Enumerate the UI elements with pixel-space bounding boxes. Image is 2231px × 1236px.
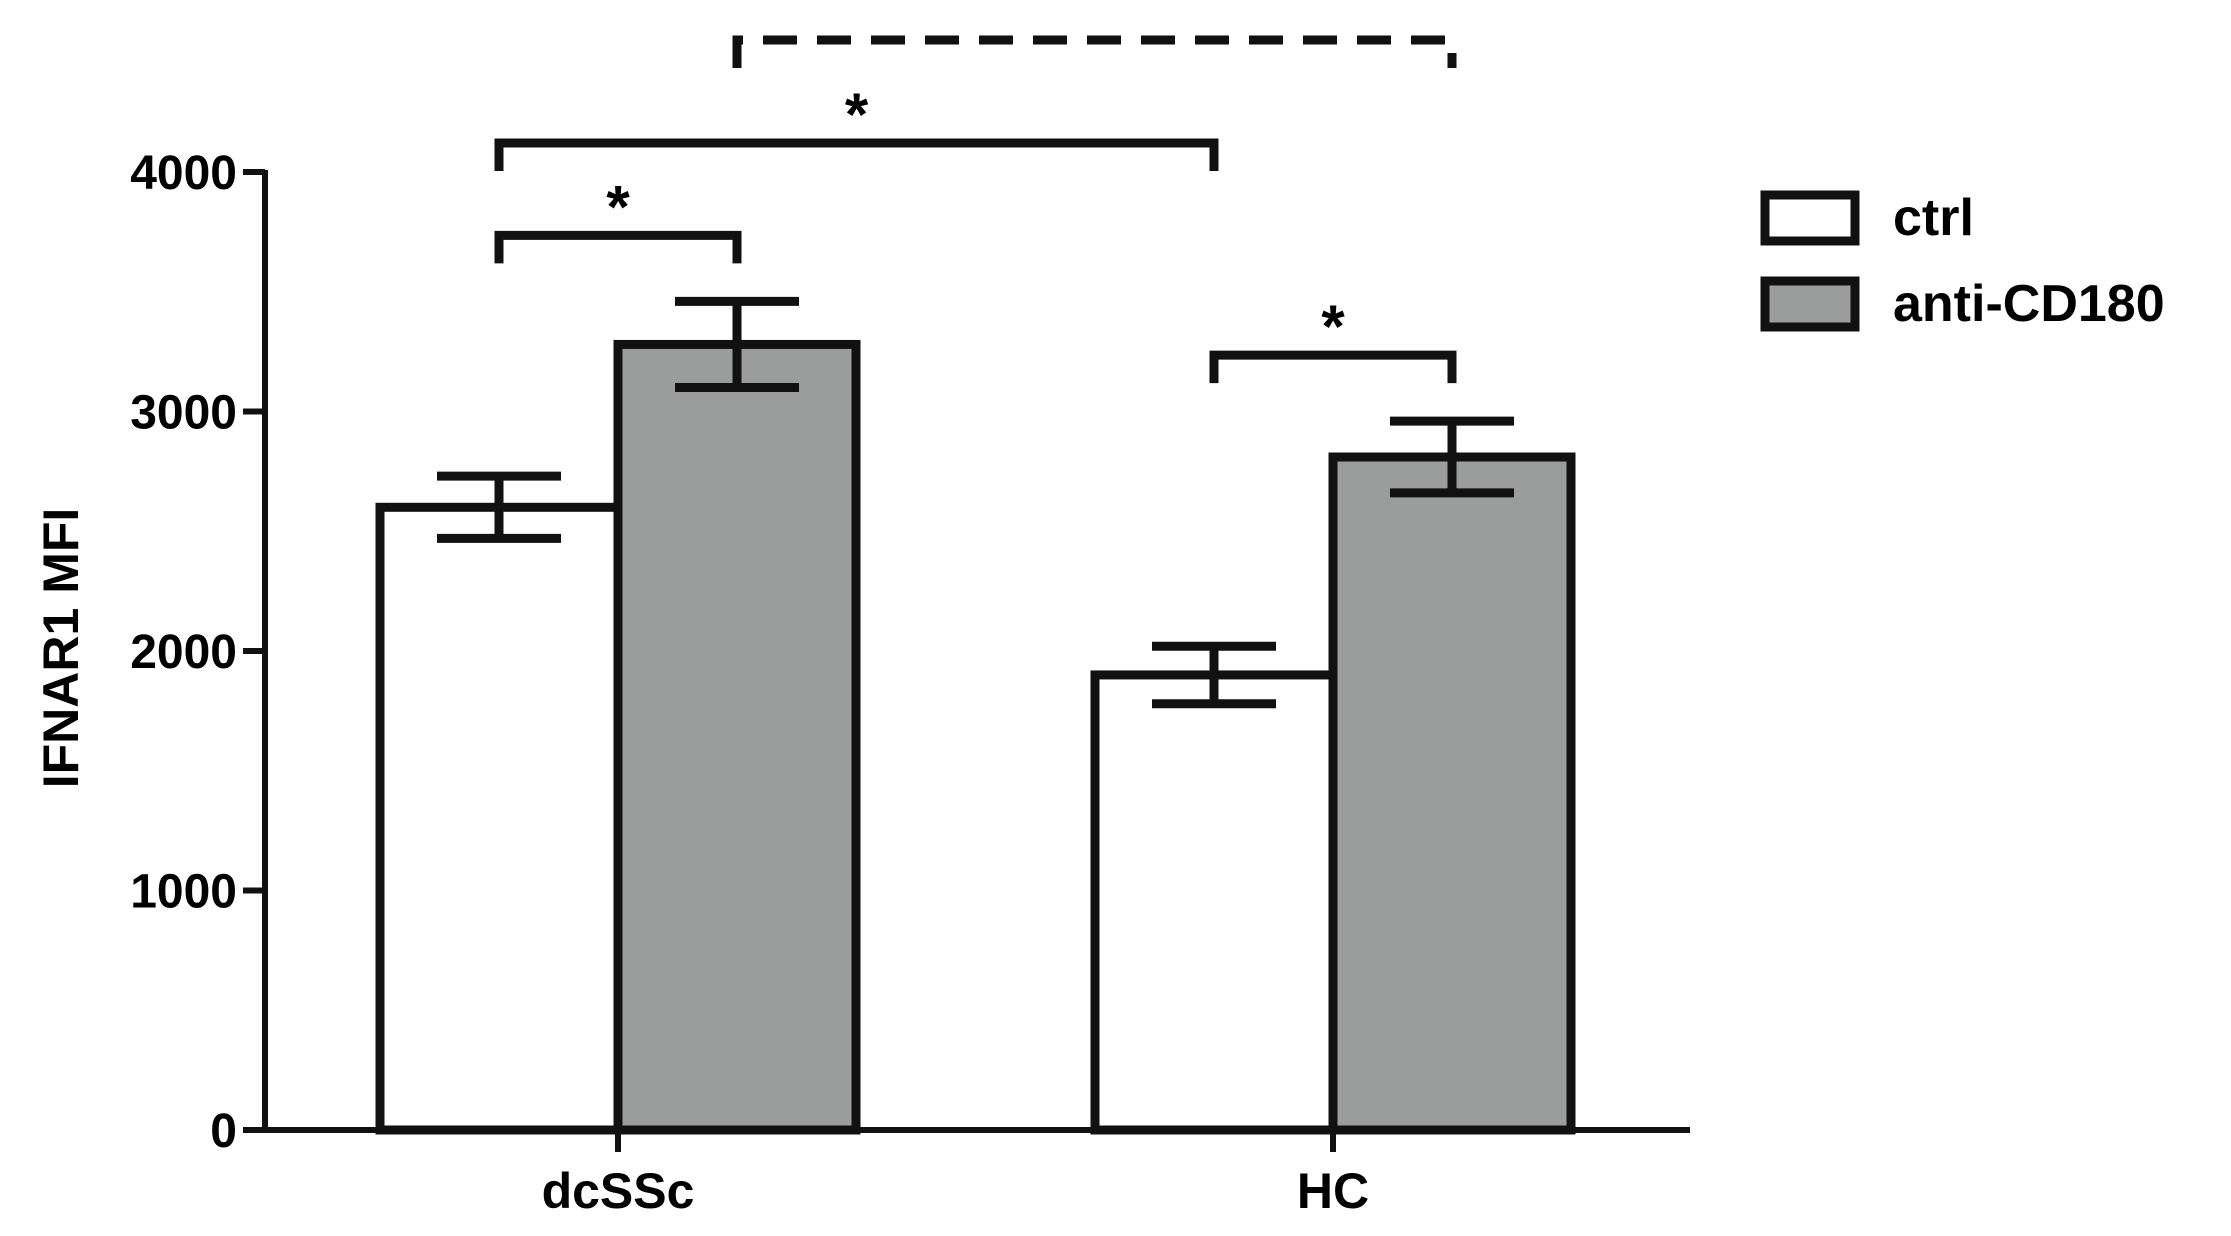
bars-layer [375,339,1576,1135]
bracket-line [494,138,1219,171]
x-tick-label: HC [1297,1163,1369,1219]
error-bars-layer [437,296,1514,709]
bar-HC-ctrl [1090,670,1338,1135]
legend-label: ctrl [1893,189,1974,247]
significance-label: * [606,173,630,240]
legend-item-anti-CD180: anti-CD180 [1760,275,2165,333]
significance-label: * [1321,293,1345,360]
significance-bracket [732,35,1457,68]
legend-label: anti-CD180 [1893,275,2165,333]
bar-dcSSc-ctrl [375,502,623,1135]
y-axis-title: IFNAR1 MFI [33,508,89,789]
x-tick-label: dcSSc [542,1163,695,1219]
error-bar-dcSSc-ctrl [437,471,561,543]
y-tick-label: 0 [210,1105,237,1158]
legend: ctrl anti-CD180 [1760,189,2165,333]
legend-swatch [1760,276,1860,332]
bracket-line [732,35,1457,68]
error-bar-HC-anti-CD180 [1390,416,1514,498]
bar-dcSSc-anti-CD180 [613,339,861,1135]
y-tick-label: 4000 [130,147,237,200]
significance-label: * [845,81,869,148]
error-bar-HC-ctrl [1152,641,1276,709]
significance-bracket: * [1209,293,1457,384]
y-tick-label: 3000 [130,387,237,440]
bracket-line [1209,350,1457,384]
significance-annotations: * * * [494,35,1457,384]
bracket-line [494,230,742,264]
significance-bracket: * [494,81,1219,171]
significance-bracket: * [494,173,742,264]
error-bar-dcSSc-anti-CD180 [675,296,799,393]
legend-swatch [1760,190,1860,246]
y-tick-label: 2000 [130,626,237,679]
bar-HC-anti-CD180 [1328,452,1576,1135]
y-tick-label: 1000 [130,866,237,919]
legend-item-ctrl: ctrl [1760,189,1974,247]
axes-layer: 0 1000 2000 3000 4000 dcSSc HC [130,147,1690,1219]
